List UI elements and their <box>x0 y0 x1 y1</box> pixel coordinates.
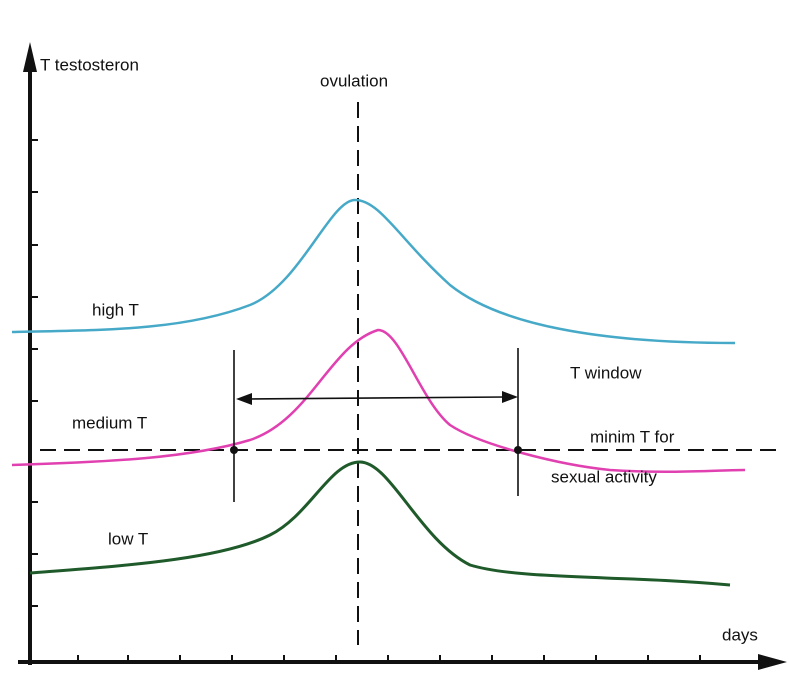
y-axis-label: T testosteron <box>40 55 139 74</box>
low-label: low T <box>108 529 148 548</box>
x-axis-label: days <box>722 625 758 644</box>
y-ticks <box>30 139 38 607</box>
window <box>230 348 522 502</box>
window-label: T window <box>570 363 642 382</box>
high-label: high T <box>92 300 139 319</box>
medium-label: medium T <box>72 413 147 432</box>
axes <box>18 42 787 670</box>
x-arrow <box>758 654 787 670</box>
minimum-label-cont: sexual activity <box>551 467 657 486</box>
medium-curve <box>11 328 746 474</box>
x-ticks <box>77 655 701 662</box>
minimum-label: minim T for <box>590 427 675 446</box>
y-arrow <box>23 42 37 72</box>
low-curve <box>29 460 731 587</box>
high-curve <box>11 198 736 345</box>
ovulation-label: ovulation <box>320 71 388 90</box>
